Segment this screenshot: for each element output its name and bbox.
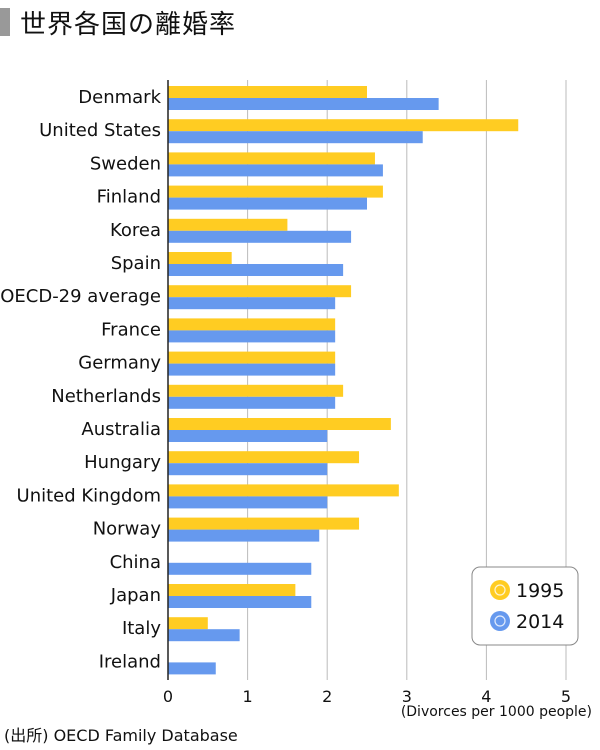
bar-1995	[168, 484, 399, 497]
category-label: Norway	[93, 519, 162, 540]
category-label: Spain	[111, 253, 161, 274]
category-label: Netherlands	[51, 386, 161, 407]
bar-1995	[168, 451, 360, 464]
bar-2014	[168, 396, 336, 409]
bar-2014	[168, 230, 352, 243]
x-tick-label-4: 4	[481, 687, 491, 706]
x-tick-label-1: 1	[243, 687, 253, 706]
bar-2014	[168, 562, 312, 575]
category-label: Hungary	[84, 452, 161, 473]
category-label: Japan	[110, 585, 161, 606]
category-label: France	[101, 319, 161, 340]
source-note: (出所) OECD Family Database	[4, 726, 238, 745]
x-tick-label-2: 2	[322, 687, 332, 706]
bar-1995	[168, 351, 336, 364]
bar-2014	[168, 596, 312, 608]
bar-1995	[168, 318, 336, 331]
bar-1995	[168, 252, 232, 264]
bar-2014	[168, 131, 423, 144]
bar-2014	[168, 463, 328, 476]
bar-1995	[168, 119, 519, 132]
x-tick-label-0: 0	[163, 687, 173, 706]
category-label: Italy	[122, 618, 161, 639]
title-bar: 世界各国の離婚率	[0, 6, 237, 40]
category-label: United States	[39, 120, 161, 141]
bar-1995	[168, 617, 208, 630]
bar-2014	[168, 330, 336, 343]
bar-1995	[168, 285, 352, 298]
bar-2014	[168, 662, 216, 675]
legend-box	[471, 566, 579, 646]
bar-2014	[168, 98, 439, 110]
legend-label-2014: 2014	[516, 611, 564, 633]
legend-swatch-ring	[494, 615, 506, 627]
category-label: Australia	[81, 419, 161, 440]
title-marker	[0, 8, 10, 36]
category-label: Denmark	[78, 87, 161, 108]
legend-swatch-ring	[494, 584, 506, 596]
bar-1995	[168, 152, 375, 165]
bar-2014	[168, 297, 336, 310]
bar-2014	[168, 363, 336, 376]
category-label: OECD-29 average	[0, 286, 161, 307]
bar-2014	[168, 629, 240, 642]
x-tick-label-3: 3	[402, 687, 412, 706]
bar-2014	[168, 496, 328, 509]
category-label: Sweden	[90, 153, 161, 174]
legend-swatch-2014	[490, 611, 510, 631]
bar-1995	[168, 584, 296, 596]
bar-1995	[168, 384, 344, 397]
bar-2014	[168, 430, 328, 442]
page-title: 世界各国の離婚率	[20, 9, 237, 40]
bar-2014	[168, 264, 344, 276]
x-axis-label: (Divorces per 1000 people)	[400, 704, 592, 720]
category-label: Korea	[110, 220, 161, 241]
bar-1995	[168, 517, 360, 530]
legend-label-1995: 1995	[516, 580, 564, 602]
category-label: Germany	[78, 353, 161, 374]
category-label: United Kingdom	[17, 485, 161, 506]
category-label: Ireland	[99, 651, 161, 672]
bar-1995	[168, 185, 383, 198]
bar-1995	[168, 86, 367, 98]
legend-swatch-1995	[490, 580, 510, 600]
bar-1995	[168, 218, 288, 231]
category-label: China	[110, 552, 161, 573]
bar-2014	[168, 197, 367, 210]
bar-1995	[168, 418, 391, 430]
bar-2014	[168, 164, 383, 177]
category-label: Finland	[97, 187, 161, 208]
bar-2014	[168, 529, 320, 542]
x-tick-label-5: 5	[561, 687, 571, 706]
